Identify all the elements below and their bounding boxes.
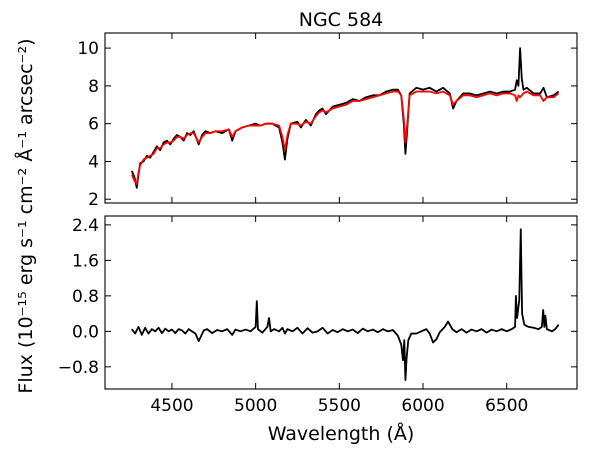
panel-1-y-tick-label-2: 0.8 xyxy=(72,287,99,307)
x-axis-label: Wavelength (Å) xyxy=(268,422,415,445)
panel-1-y-tick-label-3: 1.6 xyxy=(72,251,99,271)
chart-title: NGC 584 xyxy=(299,9,384,31)
panel-0-series-1-line xyxy=(130,90,560,186)
panel-1-series-0-line xyxy=(131,228,560,382)
panel-0-frame xyxy=(104,32,578,204)
panel-1-y-tick-label-4: 2.4 xyxy=(72,216,99,236)
x-tick-label-2: 5500 xyxy=(318,396,361,416)
top-panel: 2 4 6 8 10 xyxy=(77,32,578,210)
panel-0-y-tick-label-2: 6 xyxy=(88,115,99,135)
x-tick-label-4: 6500 xyxy=(485,396,528,416)
panel-1-y-tick-label-1: 0.0 xyxy=(72,322,99,342)
panel-1-y-tick-label-0: −0.8 xyxy=(58,358,99,378)
x-tick-label-1: 5000 xyxy=(234,396,277,416)
panel-0-y-tick-label-0: 2 xyxy=(88,190,99,210)
x-tick-label-0: 4500 xyxy=(150,396,193,416)
panel-0-y-tick-label-3: 8 xyxy=(88,77,99,97)
panel-0-y-tick-label-4: 10 xyxy=(77,39,99,59)
panel-1-frame xyxy=(104,215,578,390)
bottom-panel: 4500 5000 5500 6000 6500 −0.8 0.0 0.8 1.6 2.4 xyxy=(58,215,578,416)
y-axis-label: Flux (10⁻¹⁵ erg s⁻¹ cm⁻² Å⁻¹ arcsec⁻²) xyxy=(14,38,37,393)
panel-0-y-tick-label-1: 4 xyxy=(88,152,99,172)
panel-0-series-0-line xyxy=(130,47,560,189)
x-tick-label-3: 6000 xyxy=(401,396,444,416)
